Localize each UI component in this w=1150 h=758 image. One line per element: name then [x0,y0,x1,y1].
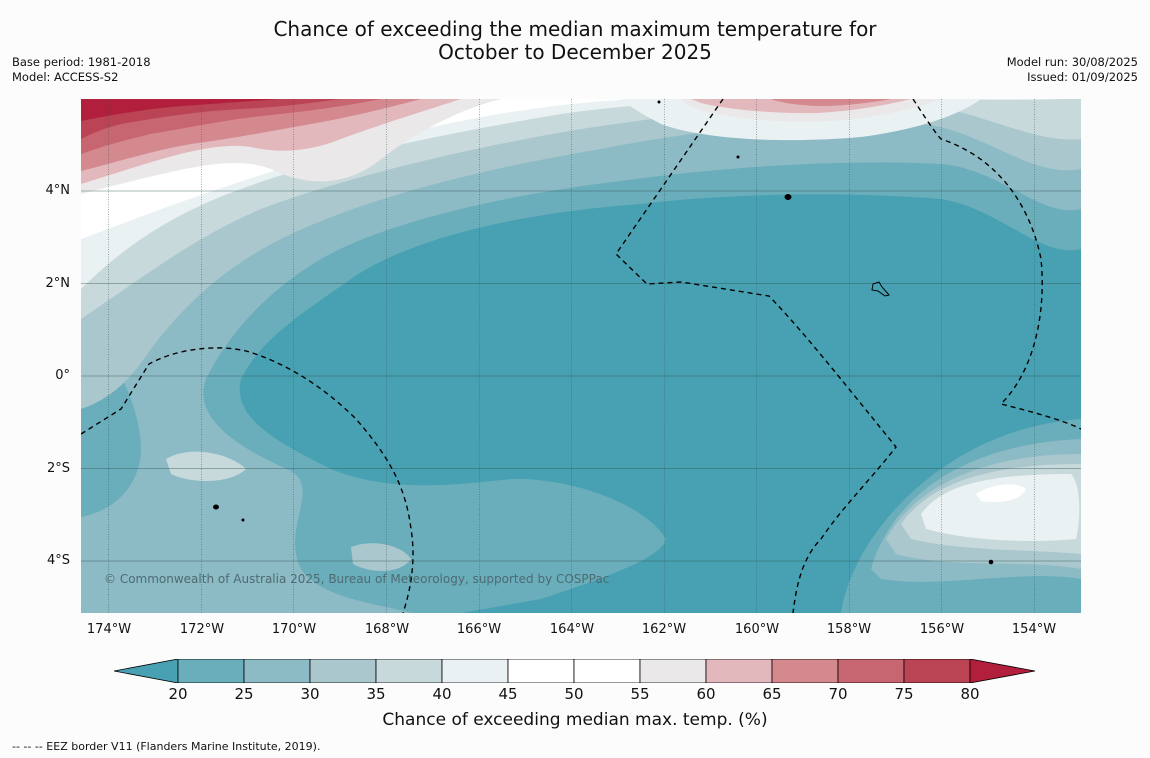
base-period-text: Base period: 1981-2018 [12,55,151,69]
run-info: Model run: 30/08/2025 Issued: 01/09/2025 [1007,55,1138,85]
colorbar-60-65 [705,659,773,683]
colorbar-tick-45: 45 [498,685,518,703]
island-icon [988,559,994,565]
colorbar-30-35 [309,659,377,683]
colorbar-below-20 [114,659,179,683]
map-title: Chance of exceeding the median maximum t… [0,18,1150,64]
model-run-text: Model run: 30/08/2025 [1006,55,1138,69]
lat-label-4n: 4°N [45,183,71,198]
band-25-30 [81,99,1081,613]
lon-label-156w: 156°W [919,622,965,637]
sw-pocket-35 [166,451,246,481]
graticule [81,190,1081,562]
colorbar-20-25 [177,659,245,683]
colorbar-45-50 [507,659,575,683]
eez-borders [81,99,1081,613]
lon-label-170w: 170°W [271,622,317,637]
lon-label-158w: 158°W [826,622,872,637]
probability-map [81,99,1081,613]
lat-label-4s: 4°S [46,553,70,568]
colorbar-tick-40: 40 [432,685,452,703]
lon-label-162w: 162°W [641,622,687,637]
island-icon [241,518,245,522]
island-icon [213,504,219,510]
meridians [108,99,1035,613]
colorbar-tick-70: 70 [828,685,848,703]
eez-footnote: -- -- -- EEZ border V11 (Flanders Marine… [12,740,321,753]
colorbar-75-80 [903,659,971,683]
sw-pocket-35b [351,543,411,571]
colorbar [114,659,1036,683]
island-icon [657,100,661,104]
colorbar-65-70 [771,659,839,683]
colorbar-40-45 [441,659,509,683]
lat-label-2n: 2°N [45,276,71,291]
colorbar-tick-35: 35 [366,685,386,703]
colorbar-above-80 [969,659,1036,683]
island-icon [736,155,740,159]
colorbar-70-75 [837,659,905,683]
lon-label-160w: 160°W [734,622,780,637]
island-icon [784,194,792,200]
colorbar-label: Chance of exceeding median max. temp. (%… [382,710,768,730]
issued-text: Issued: 01/09/2025 [1027,70,1138,84]
colorbar-tick-65: 65 [762,685,782,703]
se-band-45-55 [976,484,1026,503]
map-canvas [81,99,1081,613]
colorbar-25-30 [243,659,311,683]
base-info: Base period: 1981-2018 Model: ACCESS-S2 [12,55,151,85]
lon-label-164w: 164°W [549,622,595,637]
copyright-text: © Commonwealth of Australia 2025, Bureau… [104,572,610,586]
model-text: Model: ACCESS-S2 [12,70,119,84]
lat-label-0: 0° [55,368,70,383]
se-band-40-45 [921,474,1080,541]
band-above-80 [81,99,281,121]
atoll-icon [871,281,890,297]
title-line-2: October to December 2025 [438,40,712,64]
colorbar-tick-25: 25 [234,685,254,703]
lon-label-174w: 174°W [86,622,132,637]
lat-label-2s: 2°S [46,461,70,476]
colorbar-55-60 [639,659,707,683]
lon-label-168w: 168°W [364,622,410,637]
lon-label-172w: 172°W [179,622,225,637]
colorbar-tick-50: 50 [564,685,584,703]
title-line-1: Chance of exceeding the median maximum t… [273,17,877,41]
lon-label-154w: 154°W [1011,622,1057,637]
colorbar-tick-60: 60 [696,685,716,703]
colorbar-tick-30: 30 [300,685,320,703]
colorbar-tick-20: 20 [168,685,188,703]
colorbar-tick-75: 75 [894,685,914,703]
ne-band-65-70 [771,99,891,106]
colorbar-tick-80: 80 [960,685,980,703]
lon-label-166w: 166°W [456,622,502,637]
colorbar-50-55 [573,659,641,683]
islands [213,100,994,565]
colorbar-tick-55: 55 [630,685,650,703]
colorbar-35-40 [375,659,443,683]
